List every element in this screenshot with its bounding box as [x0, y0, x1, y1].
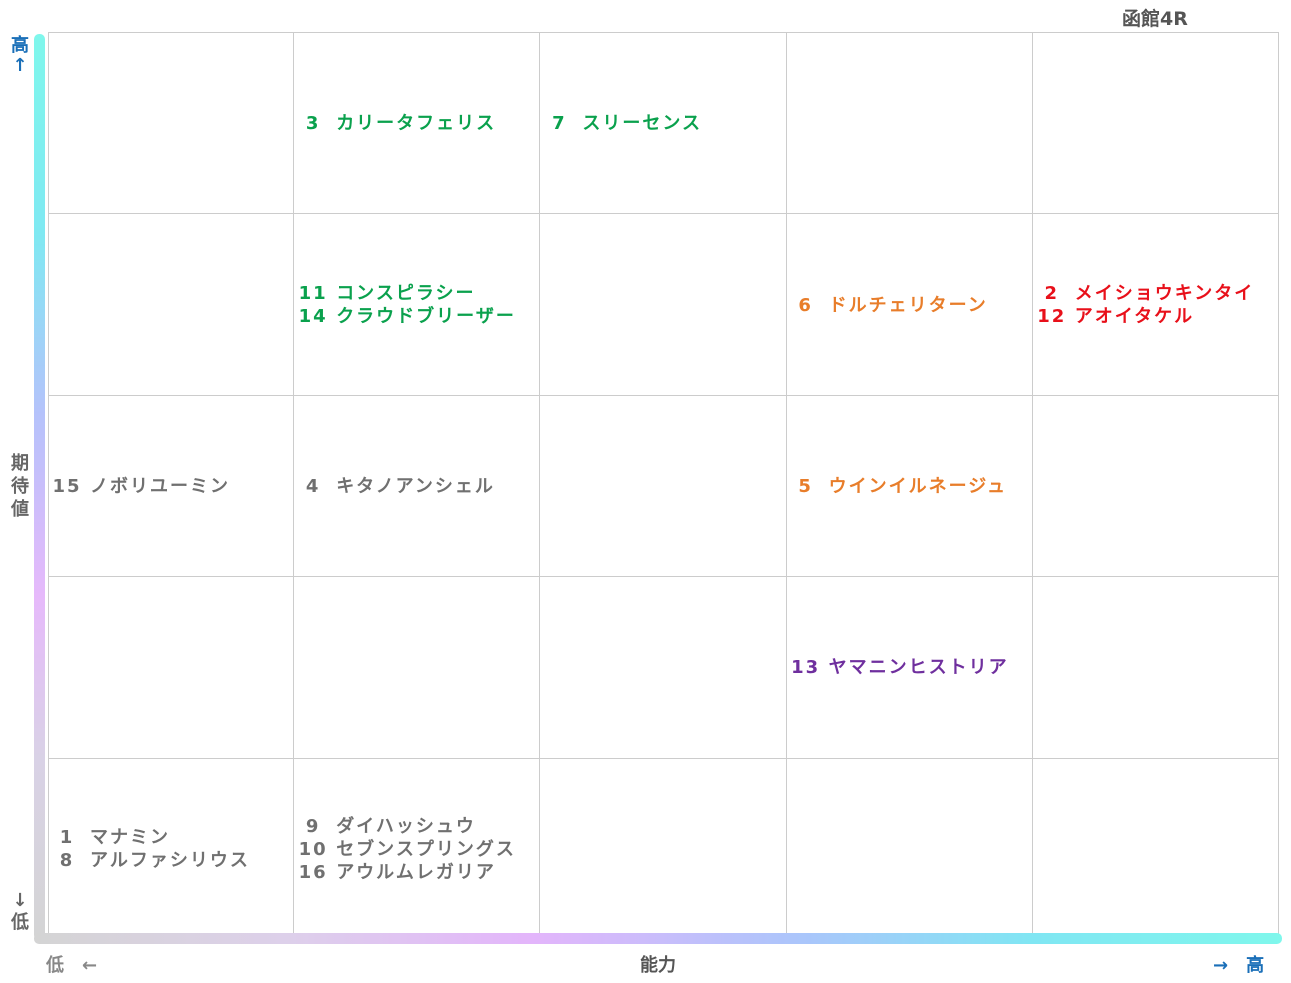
horse-number: 9: [305, 815, 321, 837]
quadrant-grid: 3 カリータフェリス 7 スリーセンス 11 コンスピラシー 14 クラウドブリーザー 6 ドルチ…: [48, 33, 1279, 940]
x-axis-bar: [34, 933, 1282, 944]
horse-entry: 7 スリーセンス: [542, 112, 702, 135]
grid-cell: [786, 758, 1033, 940]
horse-name: キタノアンシェル: [336, 475, 495, 497]
grid-cell: [540, 214, 787, 396]
grid-cell: [294, 33, 541, 215]
cell-entries: 4 キタノアンシェル: [296, 396, 495, 577]
horse-number: 2: [1044, 283, 1060, 305]
horse-entry: 1 マナミン: [50, 826, 250, 849]
horse-name: セブンスプリングス: [336, 838, 516, 860]
horse-entry: 11 コンスピラシー: [296, 282, 516, 305]
horse-entry: 2 メイショウキンタイ: [1035, 282, 1254, 305]
grid-cell: [540, 577, 787, 759]
grid-cell: [540, 395, 787, 578]
grid-cell: [48, 395, 295, 578]
horse-name: アルファシリウス: [90, 850, 250, 872]
horse-entry: 10 セブンスプリングス: [296, 838, 516, 861]
chart-title: 函館4R: [1122, 8, 1188, 30]
grid-cell: [786, 577, 1033, 759]
grid-cell: [48, 33, 295, 215]
horse-number: 10: [298, 838, 328, 860]
cell-entries: 15 ノボリユーミン: [50, 396, 230, 577]
grid-cell: [786, 214, 1033, 396]
cell-entries: 5 ウインイルネージュ: [789, 396, 1007, 577]
horse-number: 3: [305, 113, 321, 135]
grid-cell: [1032, 214, 1279, 396]
horse-name: ノボリユーミン: [90, 475, 230, 497]
horse-name: ヤマニンヒストリア: [828, 657, 1009, 679]
grid-cell: [294, 395, 541, 578]
horse-name: クラウドブリーザー: [336, 306, 516, 328]
horse-entry: 14 クラウドブリーザー: [296, 305, 516, 328]
grid-left-border: [48, 32, 49, 940]
horse-number: 15: [52, 475, 82, 497]
grid-cell: [48, 214, 295, 396]
horse-entry: 6 ドルチェリターン: [789, 294, 988, 317]
horse-number: 16: [298, 861, 328, 883]
horse-entry: 3 カリータフェリス: [296, 112, 496, 135]
cell-entries: 13 ヤマニンヒストリア: [789, 577, 1009, 758]
cell-entries: 1 マナミン 8 アルファシリウス: [50, 759, 250, 940]
horse-entry: 16 アウルムレガリア: [296, 861, 516, 884]
horse-name: カリータフェリス: [336, 113, 497, 135]
horse-entry: 4 キタノアンシェル: [296, 475, 495, 498]
y-axis-label: 期待値: [11, 453, 29, 520]
grid-top-border: [48, 32, 1279, 33]
grid-cell: [1032, 577, 1279, 759]
grid-cell: [294, 577, 541, 759]
horse-number: 8: [59, 850, 75, 872]
grid-cell: [294, 214, 541, 396]
horse-name: ダイハッシュウ: [336, 815, 476, 837]
horse-entry: 5 ウインイルネージュ: [789, 475, 1007, 498]
horse-entry: 12 アオイタケル: [1035, 305, 1254, 328]
horse-number: 5: [798, 475, 813, 497]
horse-name: ウインイルネージュ: [828, 475, 1007, 497]
horse-number: 6: [798, 294, 813, 316]
grid-cell: [48, 577, 295, 759]
grid-cell: [540, 33, 787, 215]
grid-cell: [540, 758, 787, 940]
horse-number: 11: [298, 283, 328, 305]
grid-cell: [1032, 395, 1279, 578]
horse-number: 4: [305, 475, 321, 497]
x-axis-label: 能力: [640, 955, 676, 976]
cell-entries: 2 メイショウキンタイ 12 アオイタケル: [1035, 214, 1254, 395]
horse-entry: 13 ヤマニンヒストリア: [789, 656, 1009, 679]
horse-number: 13: [791, 657, 821, 679]
horse-name: メイショウキンタイ: [1074, 283, 1255, 305]
horse-entry: 8 アルファシリウス: [50, 849, 250, 872]
horse-number: 14: [298, 306, 328, 328]
y-axis-low-label: ↓ 低: [11, 890, 29, 933]
horse-number: 7: [552, 113, 567, 135]
y-axis-bar: [34, 34, 45, 940]
horse-name: スリーセンス: [582, 113, 703, 135]
horse-entry: 9 ダイハッシュウ: [296, 815, 516, 838]
x-axis-high-label: → 高: [1213, 955, 1265, 976]
cell-entries: 11 コンスピラシー 14 クラウドブリーザー: [296, 214, 516, 395]
horse-number: 1: [59, 827, 75, 849]
x-axis-low-label: 低 ←: [46, 955, 98, 976]
horse-number: 12: [1037, 306, 1067, 328]
grid-cell: [786, 33, 1033, 215]
horse-name: ドルチェリターン: [828, 294, 988, 316]
grid-cell: [786, 395, 1033, 578]
cell-entries: 3 カリータフェリス: [296, 33, 496, 214]
cell-entries: 7 スリーセンス: [542, 33, 702, 214]
y-axis-high-label: 高 ↑: [11, 35, 29, 76]
horse-name: アウルムレガリア: [336, 861, 496, 883]
cell-entries: 9 ダイハッシュウ 10 セブンスプリングス 16 アウルムレガリア: [296, 759, 516, 940]
grid-cell: [1032, 33, 1279, 215]
horse-entry: 15 ノボリユーミン: [50, 475, 230, 498]
horse-name: コンスピラシー: [336, 283, 476, 305]
cell-entries: 6 ドルチェリターン: [789, 214, 988, 395]
horse-name: アオイタケル: [1074, 306, 1195, 328]
horse-name: マナミン: [90, 827, 170, 849]
grid-cell: [1032, 758, 1279, 940]
